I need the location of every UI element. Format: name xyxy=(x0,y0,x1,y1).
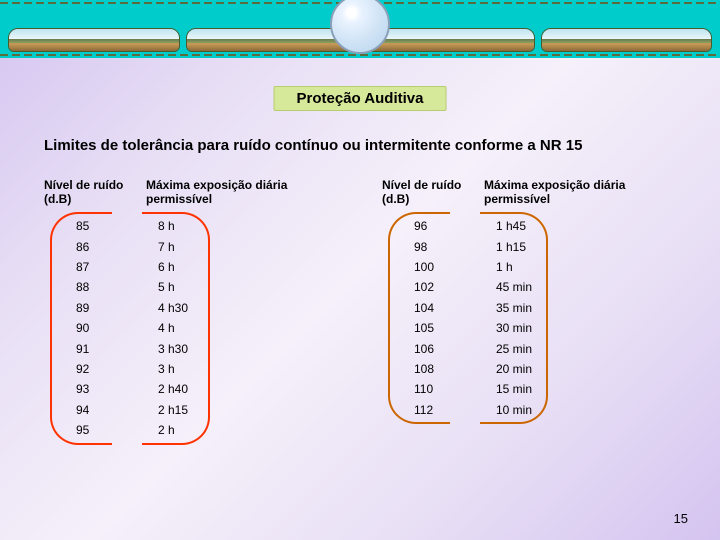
page-number: 15 xyxy=(674,511,688,526)
exposure-col-1: 8 h7 h6 h5 h4 h304 h3 h303 h2 h402 h152 … xyxy=(146,216,338,440)
table-cell: 105 xyxy=(414,318,470,338)
table-cell: 108 xyxy=(414,359,470,379)
table-cell: 94 xyxy=(76,400,132,420)
table-cell: 92 xyxy=(76,359,132,379)
table-cell: 86 xyxy=(76,237,132,257)
header-col-1: Nível de ruído (d.B) xyxy=(382,178,470,206)
table-cell: 90 xyxy=(76,318,132,338)
header-col-1: Nível de ruído (d.B) xyxy=(44,178,132,206)
table-rows-1: 8586878889909192939495 8 h7 h6 h5 h4 h30… xyxy=(44,216,338,440)
table-cell: 95 xyxy=(76,420,132,440)
table-cell: 35 min xyxy=(496,298,676,318)
table-cell: 110 xyxy=(414,379,470,399)
table-cell: 100 xyxy=(414,257,470,277)
table-cell: 2 h40 xyxy=(158,379,338,399)
table-header: Nível de ruído (d.B) Máxima exposição di… xyxy=(44,178,338,206)
table-cell: 2 h xyxy=(158,420,338,440)
table-cell: 112 xyxy=(414,400,470,420)
table-cell: 102 xyxy=(414,277,470,297)
table-cell: 85 xyxy=(76,216,132,236)
table-rows-2: 9698100102104105106108110112 1 h451 h151… xyxy=(382,216,676,420)
table-cell: 91 xyxy=(76,339,132,359)
bottom-strip xyxy=(0,54,720,56)
table-cell: 2 h15 xyxy=(158,400,338,420)
table-cell: 3 h xyxy=(158,359,338,379)
table-cell: 98 xyxy=(414,237,470,257)
header-col-2: Máxima exposição diária permissível xyxy=(146,178,338,206)
table-cell: 7 h xyxy=(158,237,338,257)
table-cell: 89 xyxy=(76,298,132,318)
table-cell: 93 xyxy=(76,379,132,399)
subtitle: Limites de tolerância para ruído contínu… xyxy=(44,136,676,156)
table-cell: 15 min xyxy=(496,379,676,399)
table-block-2: Nível de ruído (d.B) Máxima exposição di… xyxy=(382,178,676,440)
table-cell: 106 xyxy=(414,339,470,359)
table-cell: 8 h xyxy=(158,216,338,236)
table-block-1: Nível de ruído (d.B) Máxima exposição di… xyxy=(44,178,338,440)
table-cell: 1 h xyxy=(496,257,676,277)
table-cell: 6 h xyxy=(158,257,338,277)
decorative-header xyxy=(0,0,720,58)
tables-row: Nível de ruído (d.B) Máxima exposição di… xyxy=(44,178,676,440)
exposure-col-2: 1 h451 h151 h45 min35 min30 min25 min20 … xyxy=(484,216,676,420)
content-area: Limites de tolerância para ruído contínu… xyxy=(44,136,676,441)
table-cell: 1 h45 xyxy=(496,216,676,236)
table-cell: 1 h15 xyxy=(496,237,676,257)
table-cell: 104 xyxy=(414,298,470,318)
table-cell: 25 min xyxy=(496,339,676,359)
table-cell: 45 min xyxy=(496,277,676,297)
header-col-2: Máxima exposição diária permissível xyxy=(484,178,676,206)
table-cell: 10 min xyxy=(496,400,676,420)
table-cell: 87 xyxy=(76,257,132,277)
table-cell: 4 h xyxy=(158,318,338,338)
levels-col-1: 8586878889909192939495 xyxy=(44,216,132,440)
table-cell: 20 min xyxy=(496,359,676,379)
levels-col-2: 9698100102104105106108110112 xyxy=(382,216,470,420)
table-header: Nível de ruído (d.B) Máxima exposição di… xyxy=(382,178,676,206)
table-cell: 4 h30 xyxy=(158,298,338,318)
page-title: Proteção Auditiva xyxy=(274,86,447,111)
table-cell: 3 h30 xyxy=(158,339,338,359)
table-cell: 30 min xyxy=(496,318,676,338)
table-cell: 5 h xyxy=(158,277,338,297)
table-cell: 88 xyxy=(76,277,132,297)
table-cell: 96 xyxy=(414,216,470,236)
